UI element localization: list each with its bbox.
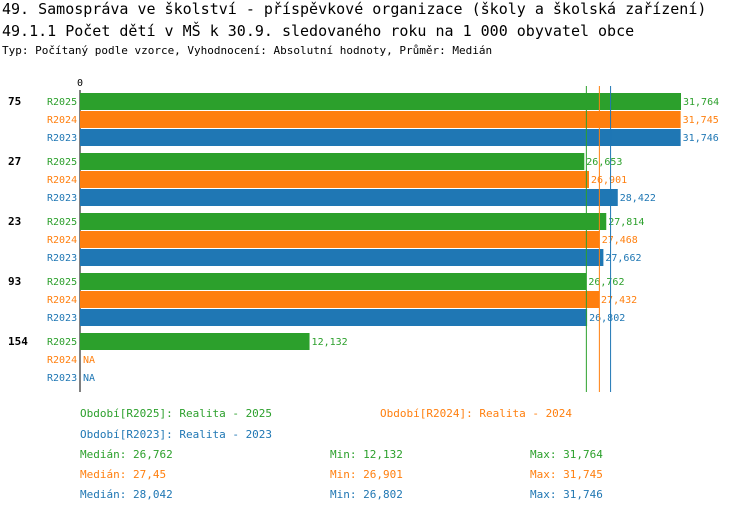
stat-min-r2025: Min: 12,132 <box>330 448 403 461</box>
stat-max-r2025: Max: 31,764 <box>530 448 603 461</box>
series-row-label: R2025 <box>47 97 77 108</box>
bar-chart: 0 75 R2025 31,764 R2024 31,745 R2023 31,746 27 R2… <box>8 78 719 392</box>
bar <box>80 273 587 290</box>
data-label: 26,802 <box>589 313 625 324</box>
data-label: 28,422 <box>620 193 656 204</box>
category-label: 27 <box>8 155 21 168</box>
data-label: 27,662 <box>605 253 641 264</box>
category-label: 75 <box>8 95 21 108</box>
stat-max-r2024: Max: 31,745 <box>530 468 603 481</box>
series-row-label: R2023 <box>47 253 77 264</box>
data-label: NA <box>83 355 95 366</box>
series-row-label: R2024 <box>47 295 77 306</box>
stat-median-r2024: Medián: 27,45 <box>80 468 167 481</box>
series-row-label: R2023 <box>47 193 77 204</box>
data-label: 31,746 <box>683 133 719 144</box>
series-row-label: R2025 <box>47 217 77 228</box>
page-title: 49. Samospráva ve školství - příspěvkové… <box>2 0 707 18</box>
legend-item-r2025: Období[R2025]: Realita - 2025 <box>80 407 273 420</box>
series-row-label: R2024 <box>47 235 77 246</box>
stat-max-r2023: Max: 31,746 <box>530 488 603 501</box>
chart-meta: Typ: Počítaný podle vzorce, Vyhodnocení:… <box>2 44 493 57</box>
data-label: 31,745 <box>683 115 719 126</box>
series-row-label: R2024 <box>47 175 77 186</box>
data-label: 12,132 <box>312 337 348 348</box>
series-row-label: R2023 <box>47 133 77 144</box>
chart-subtitle: 49.1.1 Počet dětí v MŠ k 30.9. sledované… <box>2 22 635 40</box>
stat-median-r2025: Medián: 26,762 <box>80 448 173 461</box>
stat-median-r2023: Medián: 28,042 <box>80 488 173 501</box>
series-row-label: R2025 <box>47 337 77 348</box>
series-row-label: R2024 <box>47 355 77 366</box>
data-label: 27,468 <box>602 235 638 246</box>
stat-min-r2023: Min: 26,802 <box>330 488 403 501</box>
x-axis-tick-label: 0 <box>77 78 83 89</box>
category-label: 154 <box>8 335 28 348</box>
bar <box>80 189 618 206</box>
bar <box>80 129 681 146</box>
bar <box>80 333 310 350</box>
bar <box>80 213 607 230</box>
data-label: 27,814 <box>608 217 644 228</box>
series-row-label: R2024 <box>47 115 77 126</box>
category-label: 23 <box>8 215 21 228</box>
bar <box>80 153 585 170</box>
data-label: 26,901 <box>591 175 627 186</box>
series-row-label: R2025 <box>47 157 77 168</box>
series-row-label: R2023 <box>47 373 77 384</box>
bar <box>80 249 604 266</box>
bar <box>80 111 681 128</box>
bar <box>80 93 681 110</box>
data-label: 31,764 <box>683 97 719 108</box>
category-label: 93 <box>8 275 21 288</box>
legend-item-r2023: Období[R2023]: Realita - 2023 <box>80 428 273 441</box>
bar <box>80 171 589 188</box>
legend-item-r2024: Období[R2024]: Realita - 2024 <box>380 407 573 420</box>
bar <box>80 231 600 248</box>
bar <box>80 291 600 308</box>
stat-min-r2024: Min: 26,901 <box>330 468 403 481</box>
series-row-label: R2023 <box>47 313 77 324</box>
series-row-label: R2025 <box>47 277 77 288</box>
bar <box>80 309 588 326</box>
data-label: 26,762 <box>588 277 624 288</box>
data-label: NA <box>83 373 95 384</box>
data-label: 26,653 <box>586 157 622 168</box>
data-label: 27,432 <box>601 295 637 306</box>
